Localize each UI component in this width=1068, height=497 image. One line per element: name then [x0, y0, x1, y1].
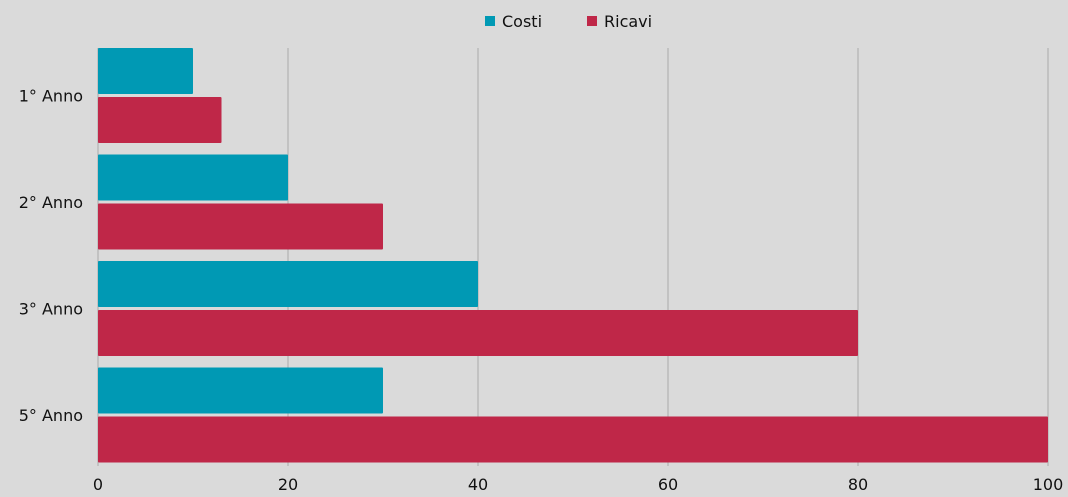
- bar-costi-2: [98, 154, 288, 201]
- bar-costi-1: [98, 48, 193, 94]
- category-label-2: 2° Anno: [19, 193, 83, 212]
- bar-ricavi-4: [98, 416, 1048, 463]
- bar-ricavi-3: [98, 310, 858, 356]
- bar-ricavi-2: [98, 203, 383, 250]
- legend-label-costi: Costi: [502, 12, 542, 31]
- legend-swatch-costi: [485, 16, 495, 26]
- bars: [98, 48, 1048, 463]
- bar-costi-3: [98, 261, 478, 307]
- tick-label-100: 100: [1033, 475, 1064, 493]
- category-label-3: 3° Anno: [19, 300, 83, 319]
- bar-costi-4: [98, 367, 383, 414]
- category-label-1: 1° Anno: [19, 87, 83, 106]
- tick-label-80: 80: [848, 475, 868, 493]
- legend: Costi Ricavi: [485, 12, 652, 31]
- bar-ricavi-1: [98, 97, 222, 143]
- category-axis: 1° Anno 2° Anno 3° Anno 5° Anno: [19, 87, 83, 426]
- legend-swatch-ricavi: [587, 16, 597, 26]
- tick-label-40: 40: [468, 475, 488, 493]
- tick-label-0: 0: [93, 475, 103, 493]
- tick-label-20: 20: [278, 475, 298, 493]
- category-label-4: 5° Anno: [19, 406, 83, 425]
- legend-label-ricavi: Ricavi: [604, 12, 652, 31]
- tick-label-60: 60: [658, 475, 678, 493]
- value-axis: 0 20 40 60 80 100: [93, 475, 1064, 494]
